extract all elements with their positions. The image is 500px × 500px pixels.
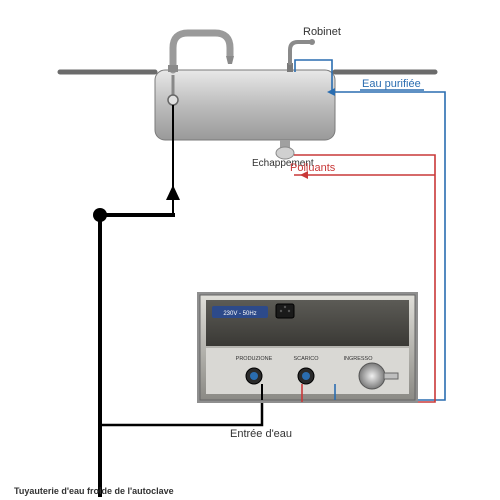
label-robinet: Robinet xyxy=(303,26,341,38)
power-spec: 230V - 50Hz xyxy=(223,311,256,317)
label-polluants: Polluants xyxy=(290,162,335,174)
label-entree-eau: Entrée d'eau xyxy=(230,428,292,440)
pipe-junction xyxy=(93,208,107,222)
faucet-main xyxy=(168,33,234,72)
port3-label: INGRESSO xyxy=(343,356,373,362)
device: 230V - 50Hz PRODUZIONE SCARICO INGRESSO xyxy=(197,292,418,403)
label-eau-purifiee: Eau purifiée xyxy=(362,78,421,90)
port2-label: SCARICO xyxy=(293,356,319,362)
port1-label: PRODUZIONE xyxy=(236,356,273,362)
label-tuyauterie: Tuyauterie d'eau froide de l'autoclave xyxy=(14,486,174,496)
faucet-purified xyxy=(287,39,315,72)
sink-drain xyxy=(276,140,294,159)
pipe-arrow-up xyxy=(166,185,180,200)
sink-basin xyxy=(155,70,335,140)
